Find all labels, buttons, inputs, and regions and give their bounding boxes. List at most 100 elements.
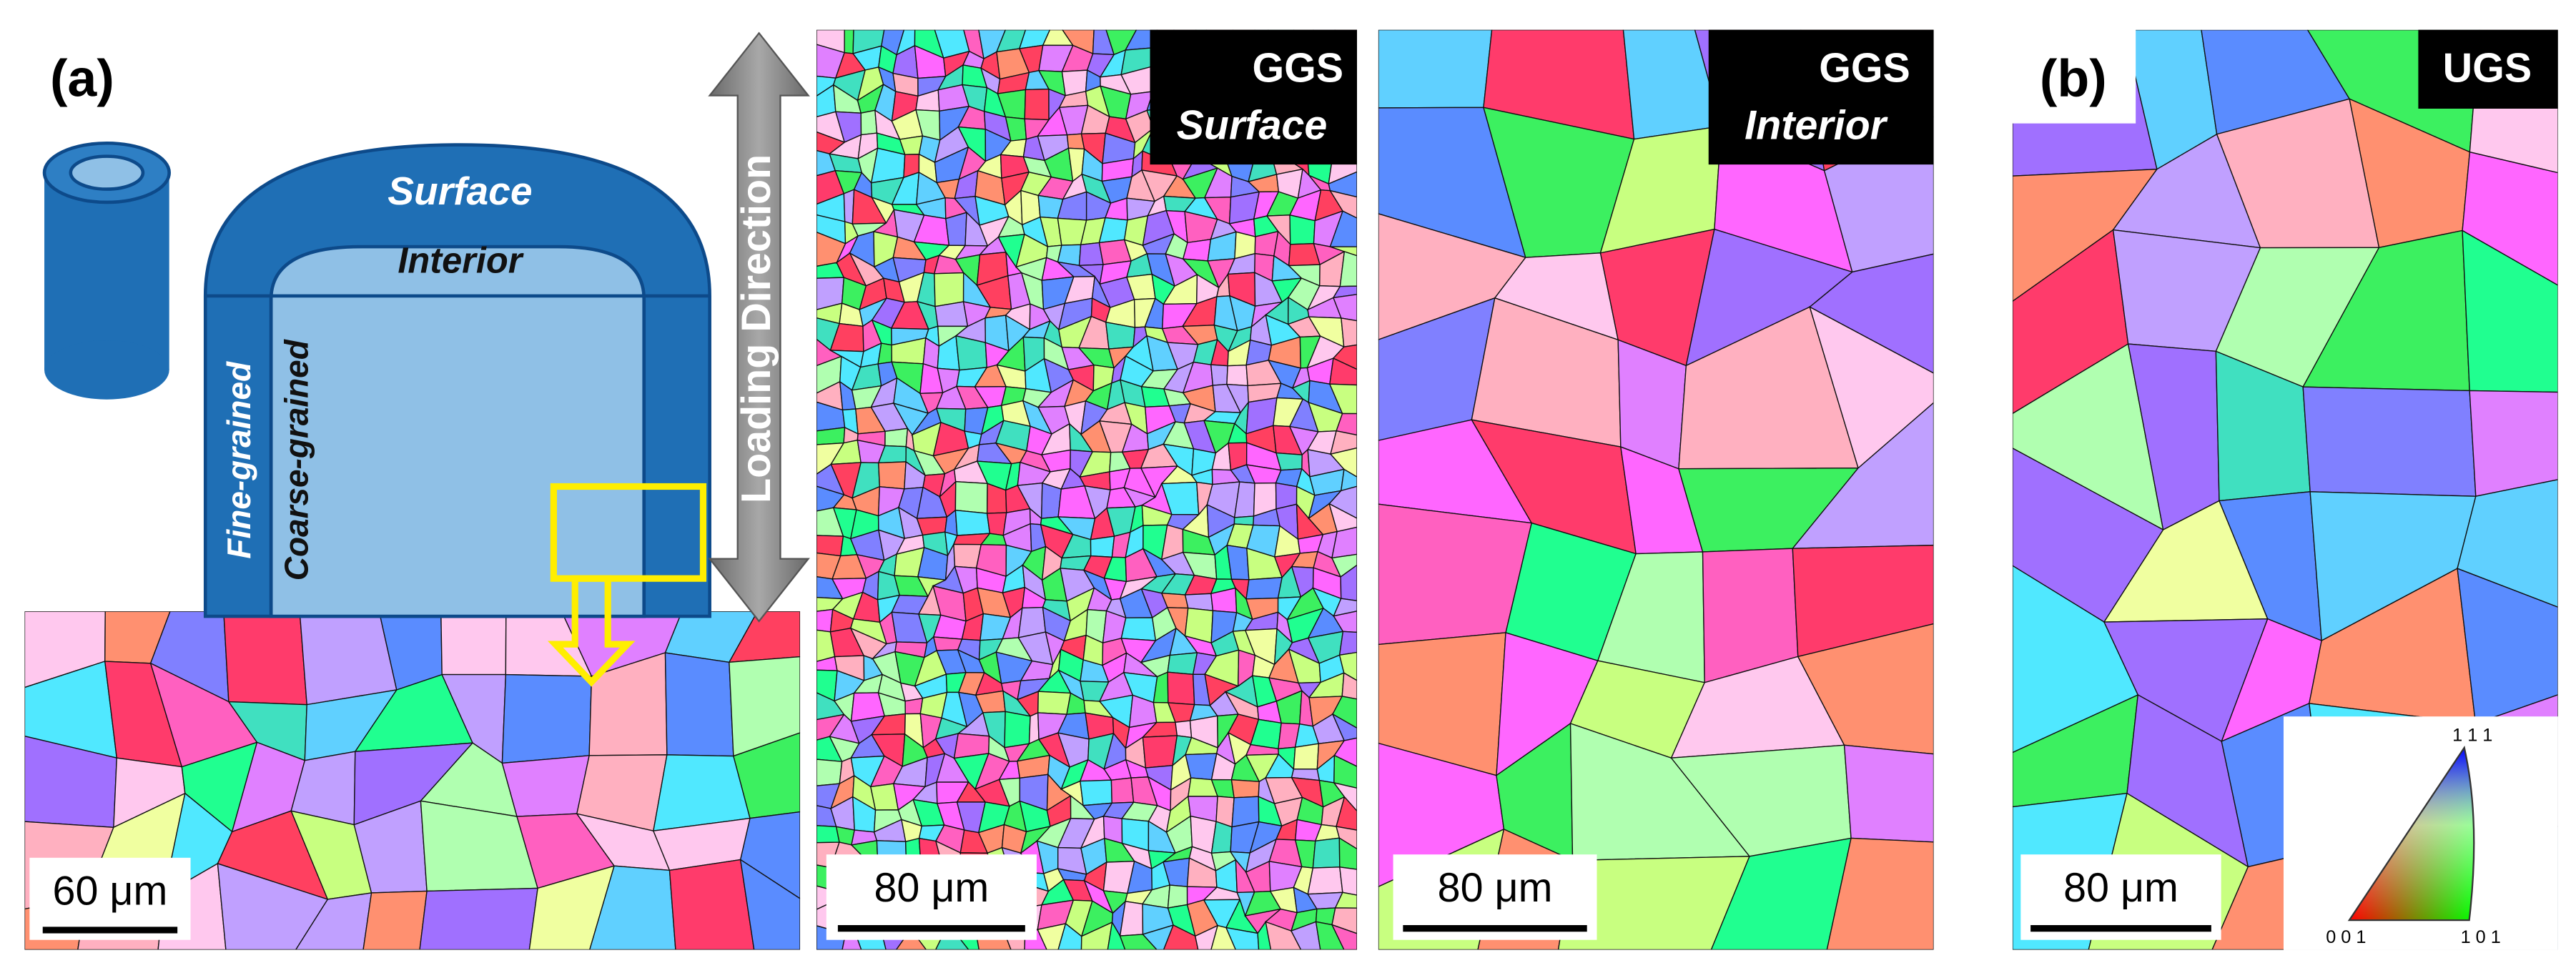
grain (1338, 651, 1358, 681)
grain (1210, 924, 1237, 950)
scale-bar-text: 80 μm (1438, 865, 1553, 911)
grain (1826, 837, 1934, 950)
scale-bar-box (29, 857, 191, 940)
grain (1792, 544, 1934, 658)
grain (1230, 779, 1260, 799)
grain (2457, 568, 2558, 725)
grain (1163, 924, 1199, 950)
grain (1265, 921, 1302, 950)
map-subtitle: Surface (1177, 103, 1328, 149)
grain (1336, 796, 1358, 831)
grain (1105, 321, 1136, 350)
grain (1333, 737, 1358, 767)
grain (1333, 598, 1358, 617)
grain (1289, 214, 1316, 245)
grain (739, 859, 801, 950)
grain (1080, 779, 1112, 806)
grain (733, 732, 801, 819)
grain (816, 427, 846, 445)
grain (1338, 836, 1358, 870)
grain (362, 890, 428, 950)
grain (1291, 921, 1321, 950)
grain (1338, 631, 1358, 656)
grain (1110, 777, 1135, 804)
grain (1340, 564, 1358, 601)
grain (419, 887, 538, 950)
grain (1226, 364, 1248, 387)
grain (1257, 920, 1272, 950)
grain (1004, 711, 1031, 749)
grain (1329, 210, 1358, 247)
grain (1330, 430, 1358, 455)
grain (729, 656, 801, 757)
grain (945, 212, 967, 247)
grain (1341, 317, 1358, 347)
grain (1307, 866, 1343, 895)
grain (1791, 402, 1934, 549)
grain (223, 611, 307, 706)
grain (1336, 413, 1358, 436)
grain (1245, 576, 1283, 600)
grain (1710, 837, 1852, 950)
loading-direction: Loading Direction (734, 154, 779, 503)
grain (1334, 891, 1358, 909)
panel-label: (a) (50, 49, 114, 108)
legend-label: 1 1 1 (2452, 725, 2492, 745)
grain (739, 811, 801, 899)
grain (1142, 735, 1178, 769)
grain (1225, 927, 1260, 950)
grain (1315, 921, 1345, 950)
map-title: GGS (1819, 45, 1910, 91)
grain (1090, 535, 1115, 558)
grain (1333, 754, 1358, 789)
grain (1329, 447, 1358, 478)
surface-label: Surface (388, 169, 532, 213)
grain (501, 755, 590, 817)
grain (217, 862, 329, 950)
zoom-arrow (547, 575, 636, 687)
grain (1024, 88, 1050, 121)
grain (878, 461, 907, 490)
label-box (2418, 29, 2558, 109)
grain (1175, 720, 1193, 739)
grain-maps (24, 29, 2558, 950)
grain (1119, 934, 1158, 950)
grain (1312, 837, 1341, 869)
grain (295, 892, 372, 950)
grain (1210, 364, 1228, 386)
grain (1333, 611, 1358, 633)
overlays: 60 μm GGS Surface 80 μm GGS Interior 80 … (29, 29, 2558, 950)
grain (1037, 691, 1072, 715)
map-title: GGS (1252, 45, 1343, 91)
grain (1328, 485, 1358, 519)
grain (1797, 623, 1934, 755)
grain (1332, 344, 1358, 370)
zoom-box (550, 483, 707, 582)
grain (1328, 383, 1358, 415)
grain (1275, 452, 1303, 471)
grain (668, 859, 755, 950)
grain (1331, 713, 1358, 741)
grain (816, 535, 844, 557)
grain (1182, 238, 1212, 262)
grain (816, 825, 840, 844)
map-subtitle: Interior (1745, 103, 1888, 149)
grain (2462, 229, 2558, 393)
grain (816, 759, 843, 786)
grain (664, 652, 734, 757)
grain (653, 754, 751, 832)
grain (1339, 866, 1358, 896)
ipf-triangle-overlay (2347, 745, 2475, 922)
interior-label: Interior (398, 239, 523, 280)
grain-map (816, 29, 1358, 950)
grain (440, 611, 507, 676)
grain (1194, 924, 1219, 950)
grain (1328, 503, 1358, 533)
grain (1167, 652, 1198, 676)
grain (1331, 526, 1358, 559)
scale-bar-text: 80 μm (2063, 865, 2178, 911)
label-box (1708, 29, 1934, 165)
grain (954, 509, 991, 536)
grain-map (1378, 29, 1934, 950)
